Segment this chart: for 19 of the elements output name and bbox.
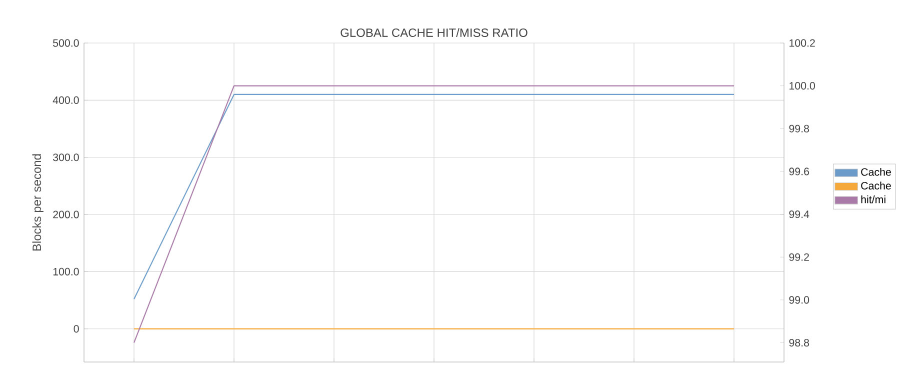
y2-tick-label: 99.0 bbox=[789, 296, 810, 304]
y2-tick-label: 99.2 bbox=[789, 253, 809, 261]
legend-label: hit/mi bbox=[861, 195, 886, 204]
y-tick-label: 200.0 bbox=[53, 210, 79, 218]
y2-tick-label: 98.8 bbox=[789, 338, 810, 346]
y-tick-label: 300.0 bbox=[53, 153, 79, 162]
y2-tick-label: 100.2 bbox=[790, 39, 815, 47]
legend-label: Cache bbox=[861, 182, 891, 190]
y-tick-label: 0 bbox=[74, 324, 79, 333]
y-axis-title: Blocks per second bbox=[32, 154, 44, 250]
y-tick-label: 500.0 bbox=[53, 39, 79, 47]
y-tick-label: 100.0 bbox=[53, 268, 79, 276]
y2-tick-label: 99.6 bbox=[789, 168, 810, 176]
chart-title: GLOBAL CACHE HIT/MISS RATIO bbox=[340, 28, 528, 37]
y2-tick-label: 99.4 bbox=[789, 210, 810, 218]
legend-label: Cache bbox=[861, 168, 891, 176]
y2-tick-label: 99.8 bbox=[789, 124, 810, 132]
y-tick-label: 400.0 bbox=[52, 96, 79, 104]
y2-tick-label: 100.0 bbox=[790, 82, 815, 90]
